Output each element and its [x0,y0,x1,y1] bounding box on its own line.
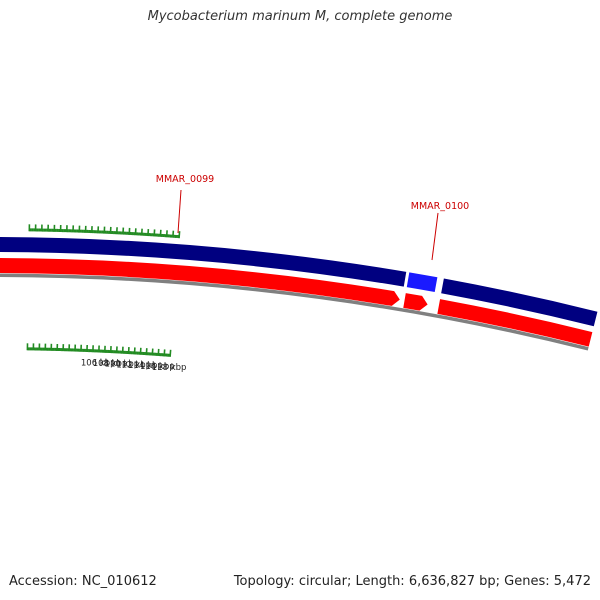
scale-label: 116 kbp [140,362,175,372]
gene-label: MMAR_0099 [156,174,214,185]
major-tick [169,349,172,357]
outer-tick-ring [28,224,181,239]
gene-mmar-0100-feature [406,272,438,293]
forward-track-segment [0,237,407,287]
major-tick [178,231,181,239]
summary-line: Topology: circular; Length: 6,636,827 bp… [233,574,591,589]
inner-tick-ring [26,343,172,357]
scale-label: 110 kbp [105,360,140,370]
topology-value: circular [298,574,347,589]
gene-labels: MMAR_0099 MMAR_0100 [156,174,469,261]
gene-arrow [403,293,428,311]
major-tick [163,349,166,357]
scale-label: 106 kbp [81,358,116,368]
gene-leader-line [431,212,439,261]
length-value: 6,636,827 bp [408,574,496,589]
accession-line: Accession: NC_010612 [9,574,157,589]
scale-label: 112 kbp [116,360,151,370]
forward-track-segment [441,278,598,327]
gene-arrow [437,299,593,347]
map-title: Mycobacterium marinum M, complete genome [147,9,453,24]
scale-label: 108 kbp [93,359,128,369]
gene-label: MMAR_0100 [411,201,469,212]
gene-leader-line [177,189,182,234]
gene-arrow [0,258,400,306]
major-tick [172,230,175,238]
accession-value: NC_010612 [81,574,157,589]
scale-label: 118 kbp [152,363,187,373]
feature-tracks [0,237,598,351]
gene-count-value: 5,472 [553,574,591,589]
scale-label: 114 kbp [128,361,163,371]
